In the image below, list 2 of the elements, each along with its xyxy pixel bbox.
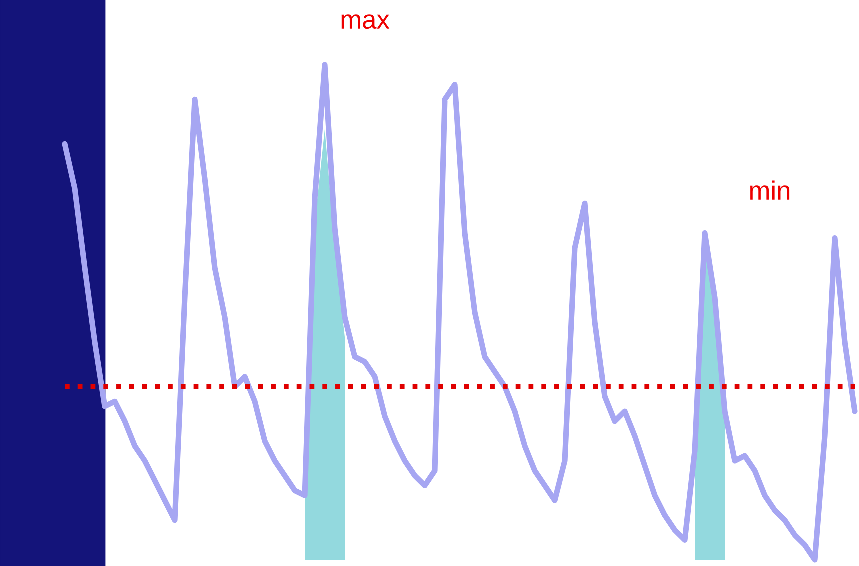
annotation: min: [750, 180, 790, 200]
text: max: [342, 14, 390, 30]
